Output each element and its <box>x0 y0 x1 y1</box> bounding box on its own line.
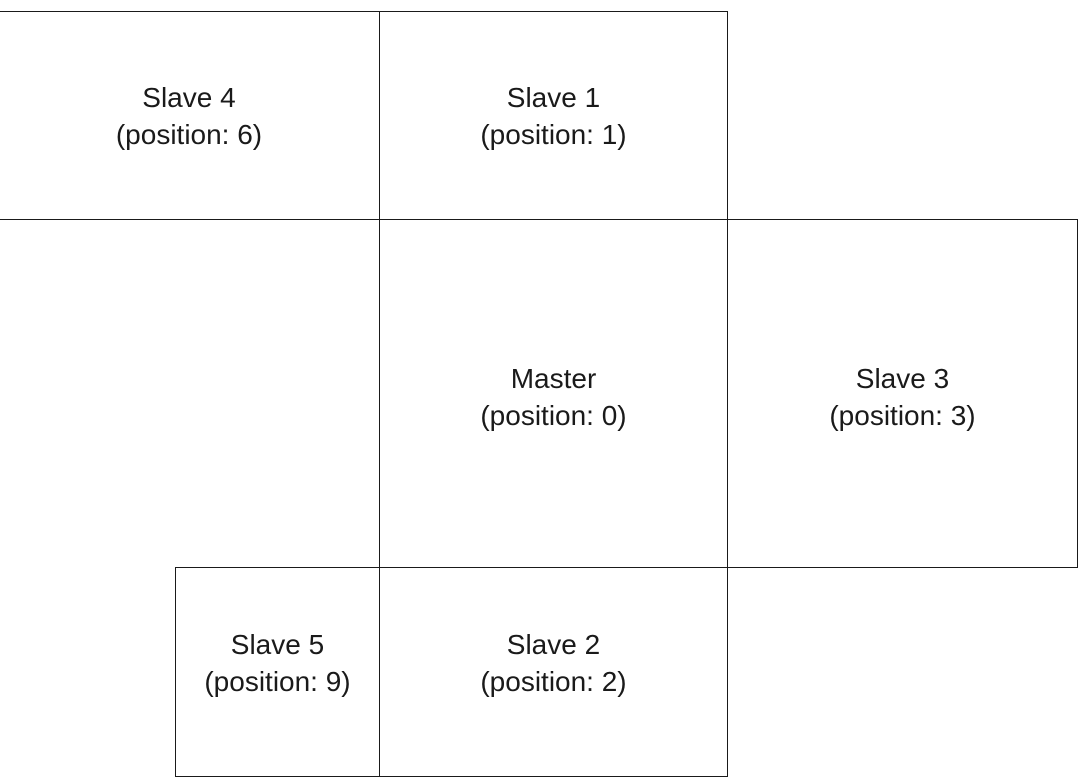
screen-box-slave-2: Slave 2 (position: 2) <box>379 567 728 777</box>
screen-box-slave-5: Slave 5 (position: 9) <box>175 567 380 777</box>
screen-label: Master (position: 0) <box>480 360 626 434</box>
screen-box-slave-1: Slave 1 (position: 1) <box>379 11 728 220</box>
screen-label: Slave 5 (position: 9) <box>204 626 350 700</box>
screen-name: Slave 3 <box>855 362 950 394</box>
screen-position: (position: 0) <box>480 399 627 431</box>
screen-box-slave-3: Slave 3 (position: 3) <box>727 219 1078 568</box>
screen-position: (position: 6) <box>115 118 263 150</box>
screen-name: Master <box>510 362 597 394</box>
screen-name: Slave 1 <box>506 81 601 113</box>
screen-label: Slave 1 (position: 1) <box>480 79 626 153</box>
screen-box-slave-4: Slave 4 (position: 6) <box>0 11 380 220</box>
screen-position: (position: 2) <box>480 666 627 697</box>
screen-position: (position: 9) <box>204 666 351 697</box>
screen-name: Slave 4 <box>142 81 236 113</box>
screen-name: Slave 2 <box>506 629 601 660</box>
screen-position: (position: 3) <box>829 399 976 431</box>
screen-label: Slave 4 (position: 6) <box>116 79 262 153</box>
screen-label: Slave 3 (position: 3) <box>829 360 975 434</box>
screen-name: Slave 5 <box>230 629 325 660</box>
screen-position: (position: 1) <box>480 118 627 150</box>
screen-label: Slave 2 (position: 2) <box>480 626 626 700</box>
screen-box-master: Master (position: 0) <box>379 219 728 568</box>
